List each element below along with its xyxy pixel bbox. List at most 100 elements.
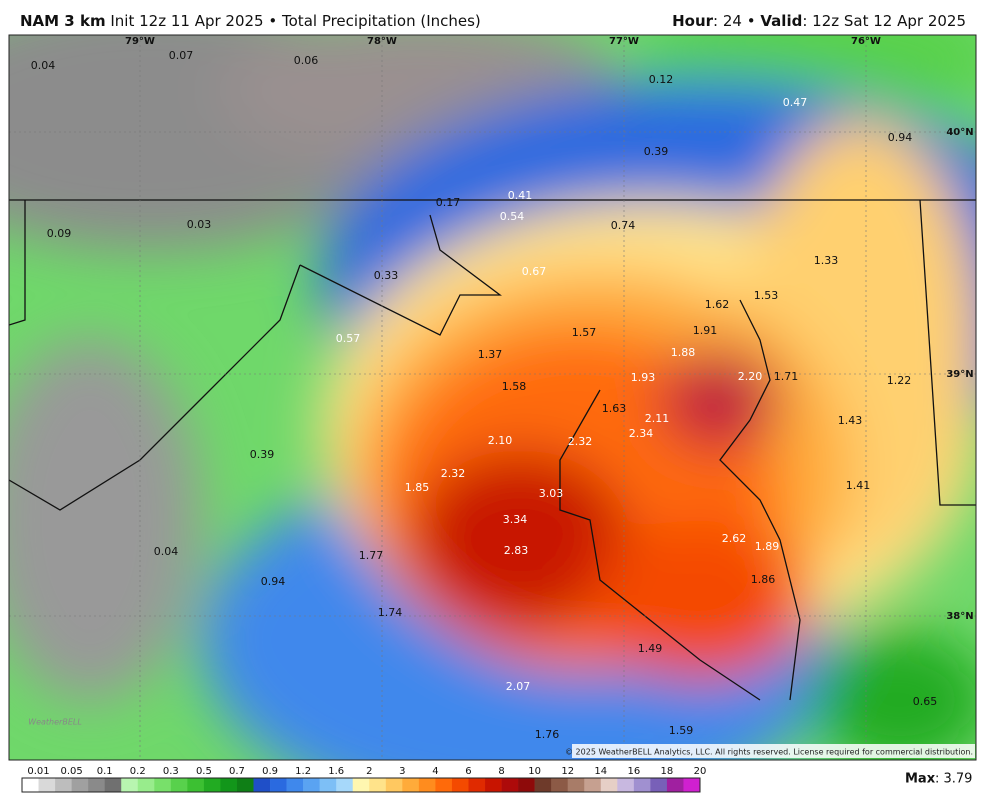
point-value: 1.37 [478, 348, 503, 361]
colorbar-label: 6 [465, 766, 471, 777]
colorbar-swatch [319, 778, 337, 792]
point-value: 0.57 [336, 332, 361, 345]
point-value: 0.74 [611, 219, 636, 232]
model: NAM 3 km [20, 12, 106, 30]
colorbar-label: 1.2 [295, 766, 311, 777]
colorbar-swatch [137, 778, 155, 792]
graticule [9, 35, 976, 760]
point-value: 1.49 [638, 642, 663, 655]
point-value: 1.43 [838, 414, 863, 427]
colorbar-swatch [253, 778, 271, 792]
colorbar-swatch [55, 778, 72, 792]
point-value: 0.07 [169, 49, 194, 62]
point-value: 0.54 [500, 210, 525, 223]
point-value: 0.12 [649, 73, 674, 86]
point-value: 1.22 [887, 374, 912, 387]
point-value: 1.76 [535, 728, 560, 741]
colorbar-swatch [501, 778, 519, 792]
colorbar-swatch [633, 778, 651, 792]
colorbar-label: 14 [594, 766, 607, 777]
colorbar-swatch [485, 778, 502, 792]
lat-label: 40°N [946, 127, 973, 138]
point-value: 1.62 [705, 298, 730, 311]
colorbar-swatch [418, 778, 436, 792]
max-value: : 3.79 [935, 772, 972, 787]
point-value: 2.83 [504, 544, 529, 557]
colorbar-swatch [303, 778, 320, 792]
colorbar-swatch [600, 778, 618, 792]
colorbar-swatch [435, 778, 453, 792]
colorbar-label: 2 [366, 766, 372, 777]
colorbar-swatch [104, 778, 122, 792]
point-value: 1.74 [378, 606, 403, 619]
colorbar-label: 0.7 [229, 766, 245, 777]
point-value: 0.94 [261, 575, 286, 588]
point-value: 0.39 [250, 448, 275, 461]
lat-label: 39°N [946, 369, 973, 380]
point-value: 1.71 [774, 370, 799, 383]
point-value: 1.33 [814, 254, 839, 267]
boundaries [9, 199, 976, 701]
point-value: 1.58 [502, 380, 527, 393]
colorbar-label: 8 [498, 766, 504, 777]
colorbar-label: 0.5 [196, 766, 212, 777]
colorbar-swatch [236, 778, 254, 792]
point-value: 3.03 [539, 487, 564, 500]
colorbar-swatch [451, 778, 469, 792]
point-value: 0.17 [436, 196, 461, 209]
colorbar-swatch [203, 778, 221, 792]
colorbar-label: 12 [561, 766, 574, 777]
point-value: 1.89 [755, 540, 780, 553]
colorbar-swatch [270, 778, 287, 792]
point-value: 0.67 [522, 265, 547, 278]
colorbar-label: 18 [661, 766, 674, 777]
lon-label: 77°W [609, 36, 639, 47]
point-value: 1.77 [359, 549, 384, 562]
colorbar-swatch [567, 778, 585, 792]
point-value: 1.88 [671, 346, 696, 359]
colorbar-label: 0.1 [97, 766, 113, 777]
colorbar-label: 0.3 [163, 766, 179, 777]
header-left: NAM 3 km Init 12z 11 Apr 2025 • Total Pr… [20, 12, 481, 30]
hour: : 24 [713, 12, 742, 30]
colorbar-swatch [121, 778, 139, 792]
point-value: 0.06 [294, 54, 319, 67]
point-value: 1.86 [751, 573, 776, 586]
point-value: 0.65 [913, 695, 938, 708]
colorbar-swatch [617, 778, 635, 792]
valid-label: Valid [760, 12, 803, 30]
init: Init 12z 11 Apr 2025 [110, 12, 264, 30]
colorbar-swatch [170, 778, 188, 792]
point-value: 2.34 [629, 427, 654, 440]
point-value: 2.32 [441, 467, 466, 480]
colorbar-swatch [352, 778, 370, 792]
colorbar-label: 4 [432, 766, 438, 777]
colorbar-swatch [402, 778, 420, 792]
colorbar-label: 16 [627, 766, 640, 777]
colorbar-frame [21, 777, 701, 793]
point-value: 0.39 [644, 145, 669, 158]
point-value: 2.10 [488, 434, 513, 447]
lon-label: 78°W [367, 36, 397, 47]
logo: WeatherBELL [28, 718, 82, 727]
lat-label: 38°N [946, 611, 973, 622]
valid: : 12z Sat 12 Apr 2025 [802, 12, 966, 30]
lon-label: 79°W [125, 36, 155, 47]
point-value: 0.09 [47, 227, 72, 240]
colorbar-swatch [468, 778, 486, 792]
colorbar-label: 20 [694, 766, 707, 777]
point-value: 0.33 [374, 269, 399, 282]
point-value: 3.34 [503, 513, 528, 526]
colorbar-swatch [650, 778, 668, 792]
colorbar-swatch [518, 778, 535, 792]
colorbar-label: 1.6 [328, 766, 344, 777]
max-label: Max [905, 772, 936, 787]
point-value: 2.20 [738, 370, 763, 383]
point-value: 2.07 [506, 680, 531, 693]
colorbar-swatch [666, 778, 684, 792]
colorbar-label: 3 [399, 766, 405, 777]
colorbar-swatch [220, 778, 238, 792]
header-right: Hour: 24 • Valid: 12z Sat 12 Apr 2025 [672, 12, 966, 30]
